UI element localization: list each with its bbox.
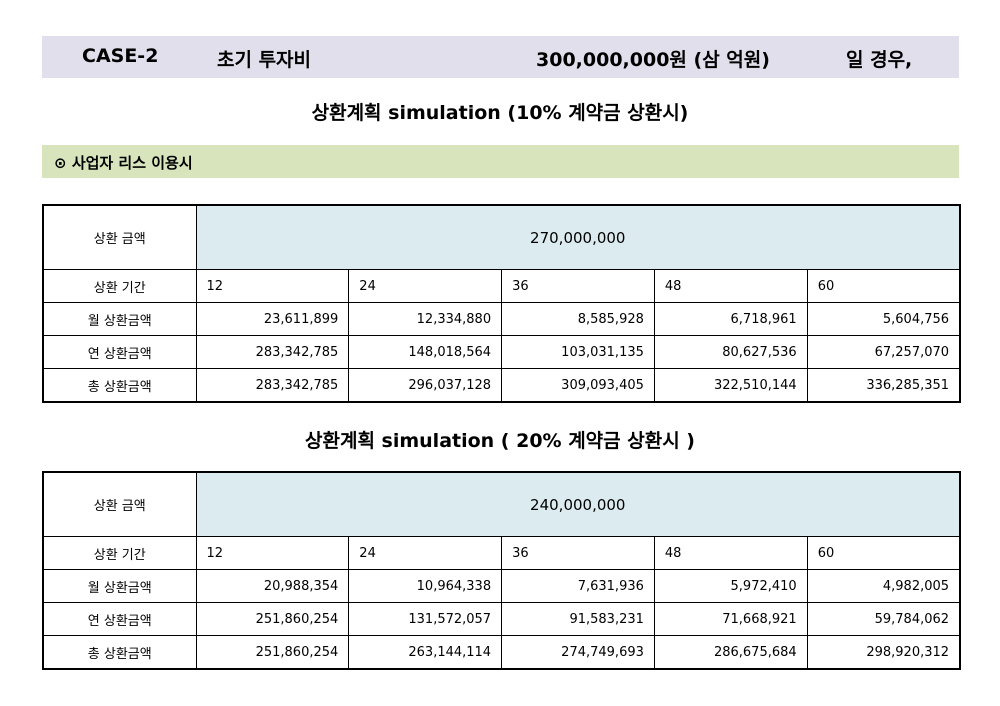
monthly-cell: 6,718,961 xyxy=(653,302,808,336)
yearly-row: 연 상환금액 251,860,254 131,572,057 91,583,23… xyxy=(42,602,961,636)
yearly-cell: 283,342,785 xyxy=(195,335,350,369)
monthly-cell: 4,982,005 xyxy=(806,569,961,603)
plan-2-table: 상환 금액 240,000,000 상환 기간 12 24 36 48 60 월… xyxy=(42,471,962,670)
total-cell: 263,144,114 xyxy=(348,635,503,670)
yearly-cell: 67,257,070 xyxy=(806,335,961,369)
yearly-cell: 71,668,921 xyxy=(653,602,808,636)
period-row: 상환 기간 12 24 36 48 60 xyxy=(42,536,961,570)
monthly-cell: 8,585,928 xyxy=(501,302,655,336)
monthly-cell: 7,631,936 xyxy=(501,569,655,603)
monthly-cell: 12,334,880 xyxy=(348,302,503,336)
total-cell: 298,920,312 xyxy=(806,635,961,670)
monthly-cell: 5,604,756 xyxy=(806,302,961,336)
total-cell: 251,860,254 xyxy=(195,635,350,670)
period-cell: 12 xyxy=(195,536,350,570)
period-cell: 36 xyxy=(501,269,655,303)
monthly-label: 월 상환금액 xyxy=(42,302,197,336)
monthly-row: 월 상환금액 20,988,354 10,964,338 7,631,936 5… xyxy=(42,569,961,603)
initial-investment-amount: 300,000,000원 (삼 억원) xyxy=(536,49,770,71)
amount-label: 상환 금액 xyxy=(42,204,197,270)
period-cell: 48 xyxy=(653,536,808,570)
period-cell: 48 xyxy=(653,269,808,303)
monthly-label: 월 상환금액 xyxy=(42,569,197,603)
case-label: CASE-2 xyxy=(82,45,159,67)
period-cell: 24 xyxy=(348,536,503,570)
plan-2-title: 상환계획 simulation ( 20% 계약금 상환시 ) xyxy=(305,430,695,452)
total-cell: 296,037,128 xyxy=(348,368,503,403)
monthly-cell: 5,972,410 xyxy=(653,569,808,603)
period-cell: 12 xyxy=(195,269,350,303)
total-cell: 286,675,684 xyxy=(653,635,808,670)
amount-row: 상환 금액 270,000,000 xyxy=(42,204,961,270)
condition-suffix: 일 경우, xyxy=(846,49,913,71)
total-row: 총 상환금액 283,342,785 296,037,128 309,093,4… xyxy=(42,368,961,403)
circle-dot-icon: ⊙ xyxy=(54,154,67,172)
yearly-cell: 103,031,135 xyxy=(501,335,655,369)
period-cell: 36 xyxy=(501,536,655,570)
yearly-cell: 59,784,062 xyxy=(806,602,961,636)
plan-1-table: 상환 금액 270,000,000 상환 기간 12 24 36 48 60 월… xyxy=(42,204,962,403)
period-cell: 60 xyxy=(806,269,961,303)
yearly-cell: 80,627,536 xyxy=(653,335,808,369)
yearly-cell: 251,860,254 xyxy=(195,602,350,636)
section-band: ⊙ 사업자 리스 이용시 xyxy=(42,145,959,178)
period-cell: 60 xyxy=(806,536,961,570)
header-band: CASE-2 초기 투자비 300,000,000원 (삼 억원) 일 경우, xyxy=(42,36,959,78)
plan-1-title: 상환계획 simulation (10% 계약금 상환시) xyxy=(311,102,689,124)
section-title: ⊙ 사업자 리스 이용시 xyxy=(54,152,193,173)
monthly-cell: 10,964,338 xyxy=(348,569,503,603)
amount-row: 상환 금액 240,000,000 xyxy=(42,471,961,537)
total-label: 총 상환금액 xyxy=(42,635,197,670)
period-row: 상환 기간 12 24 36 48 60 xyxy=(42,269,961,303)
yearly-label: 연 상환금액 xyxy=(42,335,197,369)
total-cell: 309,093,405 xyxy=(501,368,655,403)
section-title-text: 사업자 리스 이용시 xyxy=(71,154,193,172)
total-row: 총 상환금액 251,860,254 263,144,114 274,749,6… xyxy=(42,635,961,670)
period-label: 상환 기간 xyxy=(42,536,197,570)
yearly-cell: 131,572,057 xyxy=(348,602,503,636)
period-label: 상환 기간 xyxy=(42,269,197,303)
monthly-cell: 20,988,354 xyxy=(195,569,350,603)
period-cell: 24 xyxy=(348,269,503,303)
total-cell: 274,749,693 xyxy=(501,635,655,670)
yearly-label: 연 상환금액 xyxy=(42,602,197,636)
total-cell: 283,342,785 xyxy=(195,368,350,403)
initial-investment-label: 초기 투자비 xyxy=(217,49,312,71)
repayment-amount: 270,000,000 xyxy=(195,204,961,270)
total-label: 총 상환금액 xyxy=(42,368,197,403)
total-cell: 336,285,351 xyxy=(806,368,961,403)
amount-label: 상환 금액 xyxy=(42,471,197,537)
yearly-cell: 148,018,564 xyxy=(348,335,503,369)
monthly-cell: 23,611,899 xyxy=(195,302,350,336)
repayment-amount: 240,000,000 xyxy=(195,471,961,537)
yearly-row: 연 상환금액 283,342,785 148,018,564 103,031,1… xyxy=(42,335,961,369)
yearly-cell: 91,583,231 xyxy=(501,602,655,636)
total-cell: 322,510,144 xyxy=(653,368,808,403)
monthly-row: 월 상환금액 23,611,899 12,334,880 8,585,928 6… xyxy=(42,302,961,336)
